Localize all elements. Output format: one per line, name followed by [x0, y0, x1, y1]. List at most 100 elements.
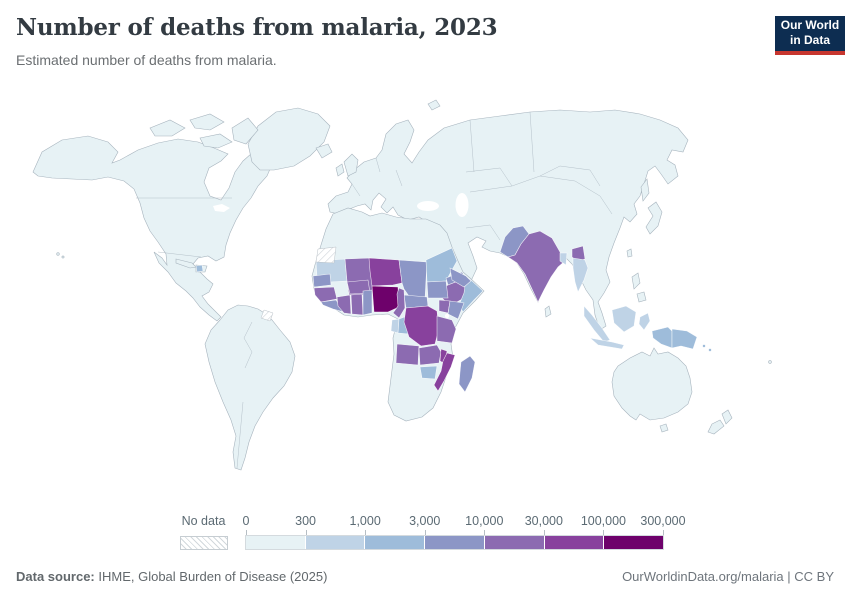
lake-victoria	[444, 313, 450, 319]
solomon-islands[interactable]	[708, 348, 712, 352]
legend-tick-mark	[663, 530, 664, 536]
country-australia[interactable]	[611, 347, 693, 421]
country-india[interactable]	[507, 230, 566, 303]
legend-tick-label: 300,000	[640, 514, 686, 528]
country-senegal[interactable]	[312, 273, 332, 288]
country-mozambique[interactable]	[433, 352, 456, 392]
country-philippines[interactable]	[631, 272, 641, 290]
arctic-island[interactable]	[149, 119, 186, 137]
country-gabon[interactable]	[390, 318, 400, 334]
data-source-note: Data source: IHME, Global Burden of Dise…	[16, 569, 327, 584]
legend-tick-label: 3,000	[409, 514, 441, 528]
country-united-kingdom[interactable]	[343, 153, 359, 177]
country-cote-divoire[interactable]	[336, 294, 352, 315]
owid-logo[interactable]: Our World in Data	[775, 16, 845, 55]
hawaii-island[interactable]	[61, 255, 65, 259]
legend-tick-label: 10,000	[465, 514, 504, 528]
legend-tick-mark	[424, 530, 426, 536]
country-south-america[interactable]	[204, 304, 296, 471]
country-bangladesh[interactable]	[559, 252, 568, 266]
country-nigeria[interactable]	[371, 285, 400, 313]
owid-logo-line2: in Data	[789, 33, 830, 47]
legend-no-data-swatch[interactable]	[180, 536, 228, 550]
country-indonesia-borneo[interactable]	[611, 305, 637, 333]
legend-tick-label: 30,000	[524, 514, 563, 528]
country-new-zealand[interactable]	[707, 419, 725, 435]
legend-no-data-label: No data	[181, 514, 226, 528]
country-indonesia-sulawesi[interactable]	[638, 312, 651, 331]
country-kenya[interactable]	[447, 300, 465, 320]
country-south-sudan[interactable]	[426, 280, 449, 299]
legend-ticks	[246, 530, 664, 536]
tasmania-island[interactable]	[659, 423, 669, 433]
legend-tick-mark	[543, 530, 545, 536]
country-ghana[interactable]	[350, 293, 364, 316]
legend-bin[interactable]	[483, 536, 544, 549]
legend-tick-label: 1,000	[349, 514, 381, 528]
country-border	[136, 111, 613, 469]
country-haiti[interactable]	[195, 264, 204, 273]
fiji-island[interactable]	[768, 360, 772, 364]
country-myanmar-south[interactable]	[572, 257, 589, 293]
legend-bin[interactable]	[246, 536, 305, 549]
country-guinea[interactable]	[313, 286, 338, 303]
caspian-sea	[455, 193, 469, 217]
svalbard-island[interactable]	[427, 99, 441, 111]
country-cameroon[interactable]	[392, 287, 406, 319]
legend-bin[interactable]	[304, 536, 365, 549]
arctic-island[interactable]	[231, 117, 259, 145]
country-indonesia-java[interactable]	[589, 337, 625, 350]
arctic-island[interactable]	[199, 133, 233, 149]
country-sierra-leone-liberia[interactable]	[320, 299, 345, 313]
hawaii-island[interactable]	[56, 252, 60, 256]
legend-tick-mark	[365, 530, 367, 536]
legend-tick-labels: 0 300 1,000 3,000 10,000 30,000 100,000 300,000	[242, 514, 686, 530]
country-togo-benin[interactable]	[362, 289, 373, 316]
country-central-african-republic[interactable]	[403, 294, 429, 309]
country-ireland[interactable]	[335, 163, 345, 177]
country-zimbabwe[interactable]	[419, 365, 438, 380]
legend-bin[interactable]	[364, 536, 425, 549]
country-tanzania[interactable]	[436, 315, 457, 344]
black-sea	[417, 201, 439, 211]
legend-tick-label: 300	[295, 514, 316, 528]
legend-tick-label: 100,000	[580, 514, 627, 528]
country-zambia[interactable]	[418, 344, 442, 366]
country-indonesia-papua[interactable]	[651, 326, 673, 349]
legend-bin[interactable]	[603, 536, 664, 549]
country-angola[interactable]	[395, 343, 420, 366]
legend-bin[interactable]	[424, 536, 484, 549]
country-taiwan[interactable]	[626, 248, 633, 258]
legend-bin[interactable]	[543, 536, 604, 549]
country-niger[interactable]	[368, 257, 403, 287]
data-source-prefix: Data source:	[16, 569, 95, 584]
owid-logo-line1: Our World	[780, 18, 840, 32]
country-madagascar[interactable]	[458, 355, 476, 393]
country-papua-new-guinea[interactable]	[671, 328, 698, 350]
country-yemen[interactable]	[449, 267, 472, 288]
arctic-island[interactable]	[189, 113, 225, 131]
country-new-zealand[interactable]	[721, 409, 733, 425]
country-cuba[interactable]	[175, 258, 197, 269]
country-greenland[interactable]	[247, 107, 331, 171]
credit-link[interactable]: OurWorldinData.org/malaria | CC BY	[622, 569, 834, 584]
country-iceland[interactable]	[315, 143, 333, 159]
country-japan[interactable]	[645, 201, 663, 235]
legend-tick-mark	[484, 530, 486, 536]
country-drc[interactable]	[403, 305, 440, 347]
legend-tick-mark	[246, 530, 247, 536]
data-source-text: IHME, Global Burden of Disease (2025)	[94, 569, 328, 584]
country-sri-lanka[interactable]	[544, 305, 552, 318]
sakhalin-island[interactable]	[640, 178, 650, 202]
legend-bar	[245, 535, 664, 550]
legend-tick-label: 0	[242, 514, 250, 528]
legend-tick-mark	[603, 530, 605, 536]
country-north-america[interactable]	[32, 135, 274, 322]
country-french-guiana[interactable]	[260, 309, 274, 322]
country-philippines[interactable]	[636, 291, 647, 303]
country-western-sahara[interactable]	[315, 246, 337, 264]
solomon-islands[interactable]	[702, 344, 706, 348]
footer: Data source: IHME, Global Burden of Dise…	[16, 569, 834, 584]
